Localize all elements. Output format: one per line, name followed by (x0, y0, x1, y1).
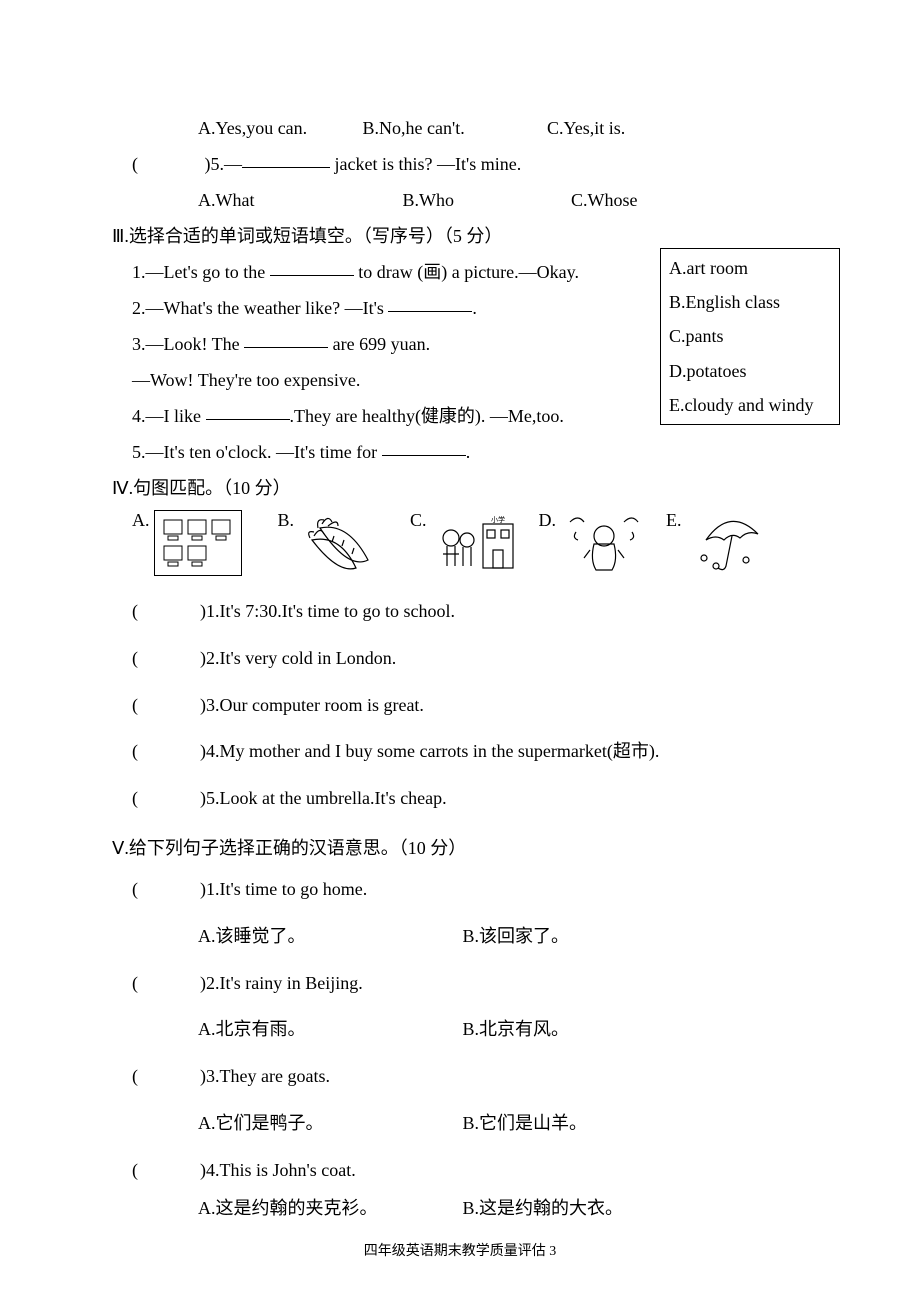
opt-a: A.art room (669, 251, 831, 285)
computer-room-icon (154, 510, 242, 576)
q4-opt-c: C.Yes,it is. (547, 118, 625, 138)
s3-q2-blank (388, 311, 472, 312)
s3-q4-blank (206, 419, 290, 420)
section4-items: ()1.It's 7:30.It's time to go to school.… (112, 588, 820, 822)
s5-q2-b: B.北京有风。 (463, 1019, 570, 1039)
img-cell-d: D. (539, 510, 649, 576)
section4-images: A. B. (112, 510, 820, 576)
s3-q5-blank (382, 455, 466, 456)
s4-i4: ()4.My mother and I buy some carrots in … (112, 728, 820, 775)
s4-i5-text: )5.Look at the umbrella.It's cheap. (200, 788, 447, 808)
s3-q3-pre: 3.—Look! The (132, 334, 244, 354)
page: A.Yes,you can. B.No,he can't. C.Yes,it i… (0, 0, 920, 1302)
s4-i2: ()2.It's very cold in London. (112, 635, 820, 682)
section5-body: ()1.It's time to go home. A.该睡觉了。 B.该回家了… (112, 866, 820, 1222)
q5-opt-b: B.Who (403, 182, 567, 218)
s4-i1: ()1.It's 7:30.It's time to go to school. (112, 588, 820, 635)
q5-opt-a: A.What (198, 182, 398, 218)
s5-q4-text: )4.This is John's coat. (200, 1160, 356, 1180)
s5-q3-a: A.它们是鸭子。 (198, 1100, 458, 1147)
s3-q2-post: . (472, 298, 477, 318)
s5-q3-text: )3.They are goats. (200, 1066, 330, 1086)
section3-body: A.art room B.English class C.pants D.pot… (112, 254, 820, 470)
q4-opt-b: B.No,he can't. (363, 110, 543, 146)
s3-q2-pre: 2.—What's the weather like? —It's (132, 298, 388, 318)
section5-title: Ⅴ.给下列句子选择正确的汉语意思。（10 分） (112, 830, 820, 866)
q4-options: A.Yes,you can. B.No,he can't. C.Yes,it i… (112, 110, 820, 146)
s5-q2-opts: A.北京有雨。 B.北京有风。 (112, 1006, 820, 1053)
s5-q1-opts: A.该睡觉了。 B.该回家了。 (112, 913, 820, 960)
page-footer: 四年级英语期末教学质量评估 3 (0, 1238, 920, 1266)
s5-q2-text: )2.It's rainy in Beijing. (200, 973, 363, 993)
s5-q4-opts: A.这是约翰的夹克衫。 B.这是约翰的大衣。 (112, 1194, 820, 1223)
q5-num: )5.— (205, 154, 243, 174)
s5-q4: ()4.This is John's coat. (112, 1147, 820, 1194)
s3-q4-mid: .They are healthy(健康的). —Me,too. (290, 406, 564, 426)
s4-i2-text: )2.It's very cold in London. (200, 648, 396, 668)
s5-q4-b: B.这是约翰的大衣。 (463, 1198, 624, 1218)
svg-text:小学: 小学 (491, 515, 505, 524)
img-label-c: C. (410, 510, 427, 532)
q5-paren: ( (132, 146, 200, 182)
s3-q4-pre: 4.—I like (132, 406, 206, 426)
q5-line: ( )5.— jacket is this? —It's mine. (112, 146, 820, 182)
opt-c: C.pants (669, 319, 831, 353)
s5-q3-b: B.它们是山羊。 (463, 1113, 588, 1133)
img-cell-c: C. 小学 (410, 510, 519, 576)
opt-e: E.cloudy and windy (669, 388, 831, 422)
cold-weather-icon (560, 510, 648, 576)
q5-options: A.What B.Who C.Whose (112, 182, 820, 218)
s5-q1: ()1.It's time to go home. (112, 866, 820, 913)
s3-q5-pre: 5.—It's ten o'clock. —It's time for (132, 442, 382, 462)
q5-opt-c: C.Whose (571, 190, 638, 210)
s5-q1-b: B.该回家了。 (463, 926, 570, 946)
s5-q1-text: )1.It's time to go home. (200, 879, 367, 899)
opt-b: B.English class (669, 285, 831, 319)
s5-q3: ()3.They are goats. (112, 1053, 820, 1100)
img-label-b: B. (278, 510, 295, 532)
s3-q1-pre: 1.—Let's go to the (132, 262, 270, 282)
img-label-a: A. (132, 510, 150, 532)
umbrella-icon (686, 510, 774, 576)
s5-q1-a: A.该睡觉了。 (198, 913, 458, 960)
s4-i1-text: )1.It's 7:30.It's time to go to school. (200, 601, 455, 621)
img-cell-b: B. (278, 510, 387, 576)
img-label-e: E. (666, 510, 682, 532)
img-label-d: D. (539, 510, 557, 532)
q5-blank (242, 167, 330, 168)
img-cell-a: A. (132, 510, 242, 576)
s3-q3-blank (244, 347, 328, 348)
s5-q2-a: A.北京有雨。 (198, 1006, 458, 1053)
s4-i4-text: )4.My mother and I buy some carrots in t… (200, 741, 659, 761)
section3-option-box: A.art room B.English class C.pants D.pot… (660, 248, 840, 425)
s5-q3-opts: A.它们是鸭子。 B.它们是山羊。 (112, 1100, 820, 1147)
school-icon: 小学 (431, 510, 519, 576)
section4-title: Ⅳ.句图匹配。（10 分） (112, 470, 820, 506)
q4-opt-a: A.Yes,you can. (198, 110, 358, 146)
img-cell-e: E. (666, 510, 774, 576)
s4-i3: ()3.Our computer room is great. (112, 682, 820, 729)
s4-i5: ()5.Look at the umbrella.It's cheap. (112, 775, 820, 822)
s3-q1-mid: to draw (画) a picture.—Okay. (354, 262, 579, 282)
s3-q5: 5.—It's ten o'clock. —It's time for . (112, 434, 820, 470)
q5-rest: jacket is this? —It's mine. (330, 154, 521, 174)
s3-q5-post: . (466, 442, 471, 462)
opt-d: D.potatoes (669, 354, 831, 388)
s3-q1-blank (270, 275, 354, 276)
s4-i3-text: )3.Our computer room is great. (200, 695, 424, 715)
s5-q4-a: A.这是约翰的夹克衫。 (198, 1194, 458, 1223)
s3-q3-mid: are 699 yuan. (328, 334, 430, 354)
carrots-icon (298, 510, 386, 576)
s5-q2: ()2.It's rainy in Beijing. (112, 960, 820, 1007)
